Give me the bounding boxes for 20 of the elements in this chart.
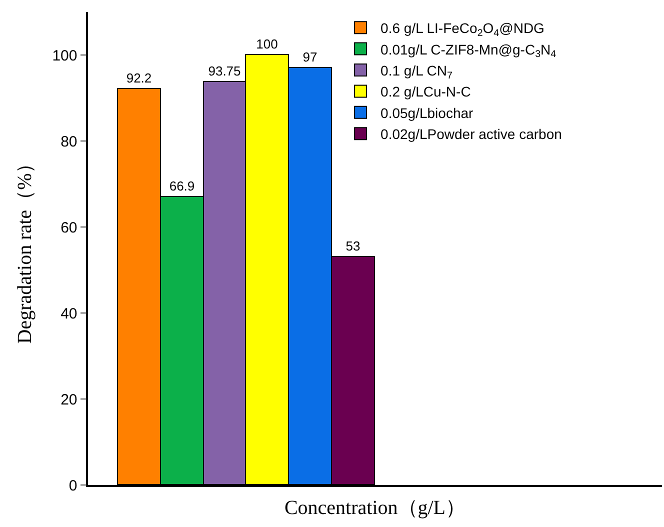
data-label: 66.9: [169, 178, 195, 194]
data-label: 97: [302, 50, 318, 64]
data-label: 92.2: [126, 70, 152, 86]
legend-label: 0.01g/L C-ZIF8-Mn@g-C$_{3}$N$_{4}$: [380, 41, 557, 60]
y-axis-title: Degradation rate（%）: [14, 153, 36, 344]
x-axis-title: Concentration（g/L）: [284, 497, 466, 520]
y-tick-label: 0: [68, 477, 78, 494]
y-tick-label: 80: [60, 133, 78, 150]
legend-label: 0.6 g/L LI-FeCo$_{2}$O$_{4}$@NDG: [380, 20, 544, 39]
data-label: 100: [256, 36, 278, 52]
y-tick-label: 60: [60, 219, 78, 236]
y-tick-label: 40: [60, 305, 78, 322]
legend-label: 0.1 g/L CN$_{7}$: [380, 62, 452, 82]
legend-label: 0.02g/LPowder active carbon: [380, 126, 562, 142]
data-label: 93.75: [208, 64, 241, 78]
data-label: 53: [346, 238, 360, 254]
legend-label: 0.2 g/LCu-N-C: [380, 84, 471, 100]
legend-label: 0.05g/Lbiochar: [380, 104, 474, 121]
y-tick-label: 20: [60, 391, 78, 408]
y-tick-label: 100: [52, 47, 78, 64]
